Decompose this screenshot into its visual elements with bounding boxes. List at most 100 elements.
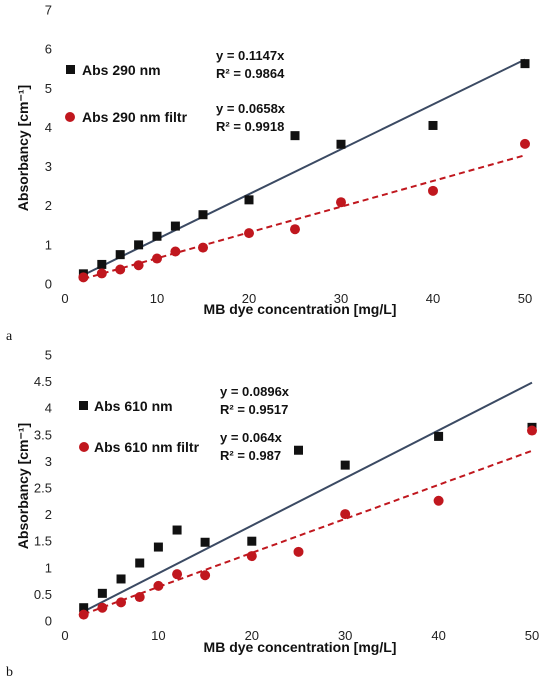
y-tick-label: 4.5 bbox=[34, 374, 52, 389]
y-tick-label: 2 bbox=[45, 198, 52, 213]
trendline-equation: y = 0.0658x bbox=[216, 101, 286, 116]
y-tick-label: 0.5 bbox=[34, 587, 52, 602]
square-marker bbox=[135, 558, 145, 568]
y-tick-label: 0 bbox=[45, 614, 52, 629]
trendlines bbox=[83, 381, 533, 616]
circle-marker bbox=[97, 602, 108, 613]
trendline-abs-290-nm bbox=[82, 58, 526, 276]
square-marker bbox=[294, 445, 303, 455]
y-axis-title: Absorbancy [cm⁻¹] bbox=[15, 423, 31, 549]
circle-marker bbox=[170, 246, 181, 257]
square-marker bbox=[200, 537, 210, 547]
x-axis-title: MB dye concentration [mg/L] bbox=[204, 639, 397, 655]
trendline-abs-290-nm-filtr bbox=[83, 154, 526, 280]
y-tick-label: 2.5 bbox=[34, 481, 52, 496]
y-tick-label: 1 bbox=[45, 560, 52, 575]
chart-b: 0 0.5 1 1.5 2 2.5 3 3.5 4 4.5 5 0 10 20 30 40 50 Abs 61… bbox=[6, 348, 539, 681]
square-marker bbox=[97, 588, 107, 598]
square-marker bbox=[115, 250, 125, 260]
x-tick-label: 20 bbox=[245, 628, 259, 643]
circle-marker bbox=[152, 253, 162, 264]
circle-marker bbox=[172, 569, 183, 580]
x-tick-label: 30 bbox=[334, 291, 348, 306]
trendline-r2: R² = 0.987 bbox=[220, 448, 281, 463]
x-tick-label: 20 bbox=[242, 291, 256, 306]
legend-label-abs610-filtr: Abs 610 nm filtr bbox=[94, 439, 200, 455]
trendline-abs-610-nm bbox=[83, 381, 533, 613]
y-tick-label: 0 bbox=[45, 277, 52, 292]
square-marker bbox=[198, 210, 208, 220]
square-marker bbox=[134, 240, 144, 250]
circle-marker bbox=[153, 580, 164, 591]
y-tick-labels: 0 0.5 1 1.5 2 2.5 3 3.5 4 4.5 5 bbox=[34, 348, 52, 629]
square-marker bbox=[336, 139, 346, 149]
square-marker bbox=[247, 536, 257, 546]
panel-label: b bbox=[6, 665, 13, 680]
square-marker bbox=[428, 120, 438, 130]
circle-marker bbox=[293, 546, 304, 557]
y-tick-label: 2 bbox=[45, 507, 52, 522]
circle-marker bbox=[433, 495, 444, 506]
circle-marker bbox=[133, 260, 144, 271]
square-marker bbox=[116, 574, 126, 584]
square-marker bbox=[97, 259, 107, 269]
square-marker bbox=[170, 221, 180, 231]
trendline-equation: y = 0.1147x bbox=[216, 48, 285, 63]
legend-label-abs610: Abs 610 nm bbox=[94, 398, 173, 414]
x-tick-label: 50 bbox=[518, 291, 532, 306]
data-markers bbox=[78, 422, 537, 620]
x-tick-label: 40 bbox=[431, 628, 445, 643]
y-tick-label: 4 bbox=[45, 120, 52, 135]
circle-marker bbox=[246, 551, 257, 562]
y-tick-label: 5 bbox=[45, 81, 52, 96]
square-marker bbox=[434, 431, 444, 441]
x-tick-label: 0 bbox=[61, 291, 68, 306]
x-tick-label: 10 bbox=[151, 628, 165, 643]
trendline-r2: R² = 0.9517 bbox=[220, 402, 288, 417]
x-tick-labels: 0 10 20 30 40 50 bbox=[61, 628, 539, 643]
square-marker bbox=[153, 542, 163, 552]
square-marker bbox=[520, 59, 530, 69]
trendline-r2: R² = 0.9918 bbox=[216, 119, 284, 134]
y-tick-label: 1.5 bbox=[34, 534, 52, 549]
trendline-equation: y = 0.064x bbox=[220, 430, 283, 445]
circle-marker bbox=[428, 185, 438, 196]
square-marker bbox=[172, 525, 182, 535]
circle-marker bbox=[96, 268, 107, 279]
circle-marker bbox=[200, 570, 211, 581]
circle-marker bbox=[134, 592, 145, 603]
circle-marker bbox=[340, 509, 351, 520]
data-markers bbox=[78, 59, 530, 283]
x-axis-title: MB dye concentration [mg/L] bbox=[204, 301, 397, 317]
circle-marker bbox=[78, 272, 89, 283]
x-tick-label: 10 bbox=[150, 291, 164, 306]
x-tick-label: 40 bbox=[426, 291, 440, 306]
y-tick-label: 4 bbox=[45, 401, 52, 416]
circle-marker bbox=[336, 197, 346, 208]
legend-marker-abs610-filtr bbox=[79, 442, 89, 452]
square-marker bbox=[290, 131, 300, 141]
legend-label-abs290-filtr: Abs 290 nm filtr bbox=[82, 109, 188, 125]
y-tick-label: 3 bbox=[45, 159, 52, 174]
y-tick-label: 3 bbox=[45, 454, 52, 469]
y-axis-title: Absorbancy [cm⁻¹] bbox=[15, 85, 31, 211]
circle-marker bbox=[78, 609, 89, 620]
x-tick-label: 30 bbox=[338, 628, 352, 643]
y-tick-label: 5 bbox=[45, 348, 52, 363]
circle-marker bbox=[198, 242, 208, 253]
legend-marker-abs290 bbox=[66, 65, 75, 74]
legend-label-abs290: Abs 290 nm bbox=[82, 62, 161, 78]
x-tick-label: 50 bbox=[525, 628, 539, 643]
circle-marker bbox=[290, 224, 300, 235]
circle-marker bbox=[116, 597, 127, 608]
y-tick-labels: 0 1 2 3 4 5 6 7 bbox=[45, 3, 52, 292]
square-marker bbox=[152, 231, 162, 241]
x-tick-labels: 0 10 20 30 40 50 bbox=[61, 291, 532, 306]
square-marker bbox=[79, 603, 89, 613]
x-tick-label: 0 bbox=[61, 628, 68, 643]
chart-a: 0 1 2 3 4 5 6 7 0 10 20 30 40 50 Abs 290 nm Abs 290 … bbox=[6, 3, 532, 345]
panel-label: a bbox=[6, 329, 13, 344]
y-tick-label: 6 bbox=[45, 42, 52, 57]
circle-marker bbox=[115, 264, 126, 275]
square-marker bbox=[244, 195, 254, 205]
